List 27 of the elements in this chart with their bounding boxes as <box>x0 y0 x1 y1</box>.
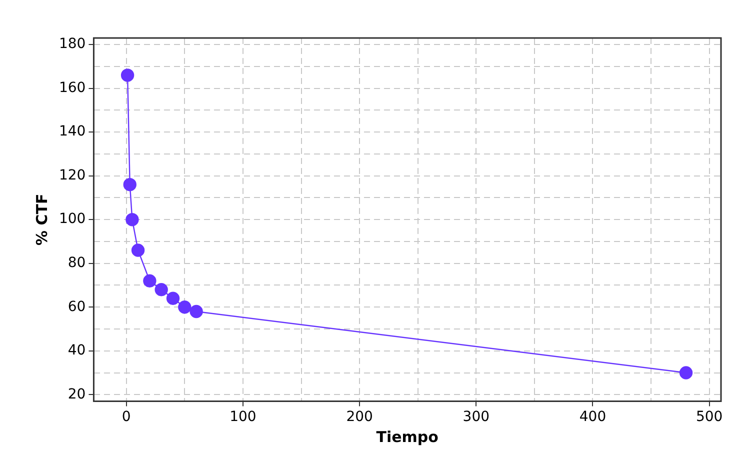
y-tick-label: 140 <box>58 124 86 140</box>
x-tick-label: 0 <box>122 409 131 426</box>
x-tick-label: 300 <box>462 409 490 426</box>
y-tick-label: 180 <box>58 36 86 52</box>
point <box>166 292 180 305</box>
point <box>679 366 693 380</box>
x-tick-label: 100 <box>230 409 256 426</box>
x-tick-label: 500 <box>696 409 723 426</box>
y-axis-title: % CTF <box>32 194 51 246</box>
y-tick-label: 40 <box>68 342 86 359</box>
y-tick-label: 120 <box>58 167 86 184</box>
point <box>123 178 136 192</box>
point <box>126 213 139 226</box>
point <box>143 274 156 288</box>
point <box>131 244 145 257</box>
y-tick-label: 160 <box>58 80 86 96</box>
point <box>190 304 203 318</box>
y-tick-label: 20 <box>68 386 86 402</box>
point <box>120 68 134 82</box>
point <box>178 300 192 314</box>
point <box>154 283 168 296</box>
x-tick-label: 400 <box>579 409 606 426</box>
y-tick-label: 80 <box>68 255 86 271</box>
x-axis-title: Tiempo <box>376 428 438 446</box>
y-tick-label: 60 <box>68 298 86 315</box>
y-tick-label: 100 <box>58 211 86 228</box>
x-tick-label: 200 <box>346 409 373 426</box>
